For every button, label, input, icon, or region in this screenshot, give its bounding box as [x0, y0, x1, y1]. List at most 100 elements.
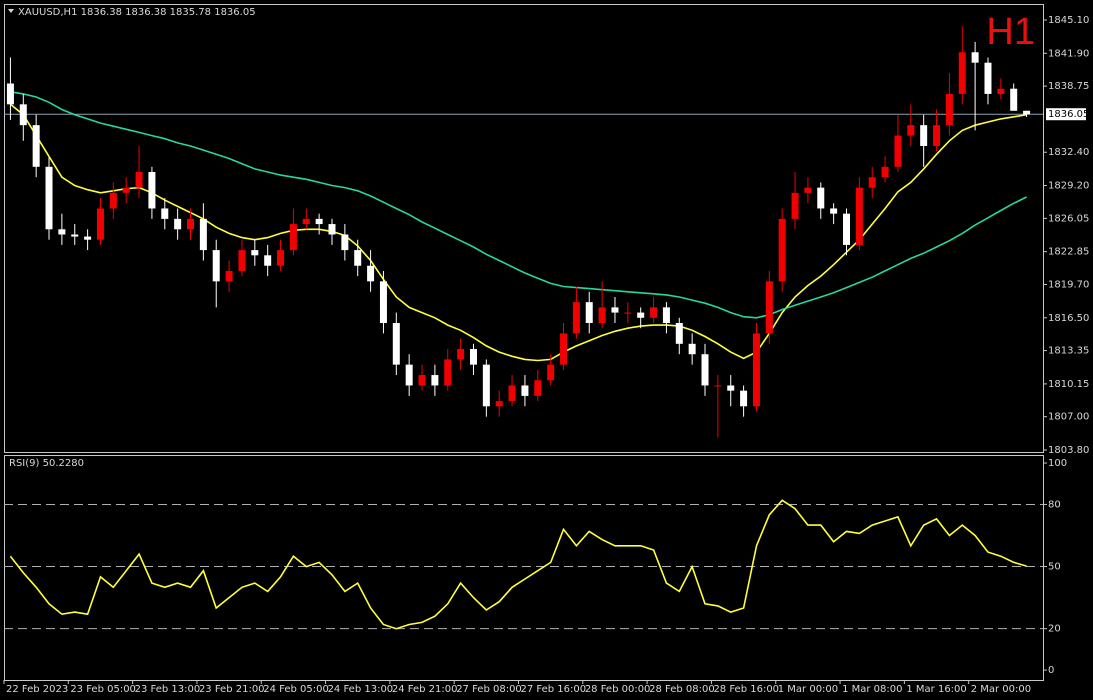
y-tick-label: 1832.40 [1048, 147, 1089, 158]
candle-body [289, 224, 297, 251]
candle-body [997, 88, 1005, 94]
candle-body [714, 385, 722, 387]
x-tick-label: 1 Mar 08:00 [842, 684, 902, 695]
y-tick-label: 100 [1048, 458, 1067, 469]
candle-body [469, 349, 477, 365]
candle-body [431, 375, 439, 386]
last-price-box [1046, 108, 1086, 121]
candle-body [32, 125, 40, 167]
x-tick-label: 1 Mar 16:00 [906, 684, 966, 695]
candle-body [855, 187, 863, 245]
y-tick-label: 1816.50 [1048, 313, 1089, 324]
y-tick-label: 20 [1048, 624, 1061, 635]
y-tick-label: 1819.70 [1048, 279, 1089, 290]
candle-body [251, 250, 259, 256]
x-tick-label: 22 Feb 2023 [6, 684, 68, 695]
x-tick-label: 1 Mar 00:00 [778, 684, 838, 695]
moving-average [10, 91, 1027, 319]
x-tick-label: 28 Feb 16:00 [713, 684, 779, 695]
candle-body [84, 236, 92, 240]
candle-body [727, 385, 735, 391]
candle-body [547, 364, 555, 381]
candle-body [881, 166, 889, 178]
candle-body [1010, 88, 1018, 111]
x-tick-label: 24 Feb 13:00 [328, 684, 394, 695]
x-tick-label: 24 Feb 05:00 [263, 684, 329, 695]
candle-body [199, 218, 207, 251]
candle-body [662, 307, 670, 323]
candle-body [328, 224, 336, 235]
candle-body [341, 234, 349, 251]
candle-body [817, 187, 825, 209]
rsi-line [9, 499, 1027, 630]
candle-body [135, 172, 143, 188]
x-tick-label: 23 Feb 13:00 [135, 684, 201, 695]
y-tick-label: 1810.15 [1048, 379, 1089, 390]
candle-body [277, 250, 285, 266]
candle-body [688, 343, 696, 355]
rsi-title: RSI(9) 50.2280 [9, 458, 84, 469]
rsi-panel [4, 455, 1044, 681]
candle-body [354, 250, 362, 266]
y-tick-label: 1813.35 [1048, 346, 1089, 357]
candle-body [701, 354, 709, 386]
y-tick-label: 1803.80 [1048, 445, 1089, 456]
candle-body [752, 333, 760, 407]
x-tick-label: 27 Feb 16:00 [521, 684, 587, 695]
candle-body [534, 380, 542, 396]
candle-body [109, 192, 117, 209]
x-tick-label: 23 Feb 21:00 [199, 684, 265, 695]
candle-body [19, 104, 27, 126]
y-tick-label: 50 [1048, 562, 1061, 573]
candle-body [315, 218, 323, 225]
candle-body [212, 250, 220, 282]
candle-body [302, 218, 310, 225]
candle-body [920, 125, 928, 146]
candle-body [457, 349, 465, 360]
candle-body [264, 255, 272, 266]
candle-body [572, 302, 580, 334]
candle-body [585, 302, 593, 323]
candle-body [971, 52, 979, 63]
collapse-arrow [8, 9, 14, 13]
candle-body [187, 218, 195, 230]
candle-body [367, 265, 375, 282]
candle-body [6, 83, 14, 105]
candle-body [418, 375, 426, 386]
y-tick-label: 1826.05 [1048, 213, 1089, 224]
y-tick-label: 1829.20 [1048, 181, 1089, 192]
candle-body [405, 364, 413, 386]
candle-body [842, 213, 850, 245]
candle-body [174, 218, 182, 230]
candle-body [71, 234, 79, 237]
candle-body [96, 208, 104, 240]
candle-body [624, 312, 632, 314]
candle-body [945, 93, 953, 126]
candle-body [791, 192, 799, 219]
y-tick-label: 1841.90 [1048, 48, 1089, 59]
candle-body [392, 322, 400, 365]
candle-body [508, 385, 516, 402]
candle-body [225, 270, 233, 282]
y-tick-label: 1807.00 [1048, 412, 1089, 423]
candle-body [379, 281, 387, 323]
y-tick-label: 1845.10 [1048, 15, 1089, 26]
candle-body [804, 187, 812, 193]
y-tick-label: 1822.85 [1048, 247, 1089, 258]
candle-body [598, 307, 606, 323]
candle-body [1023, 110, 1031, 115]
x-tick-label: 23 Feb 05:00 [70, 684, 136, 695]
candle-body [675, 322, 683, 344]
candle-body [58, 229, 66, 235]
candle-body [830, 208, 838, 214]
price-panel [4, 4, 1044, 453]
candle-body [45, 166, 53, 230]
y-tick-label: 0 [1048, 665, 1054, 676]
candle-body [637, 312, 645, 318]
y-tick-label: 80 [1048, 499, 1061, 510]
candle-body [740, 390, 748, 407]
candle-body [560, 333, 568, 365]
candle-body [894, 135, 902, 167]
